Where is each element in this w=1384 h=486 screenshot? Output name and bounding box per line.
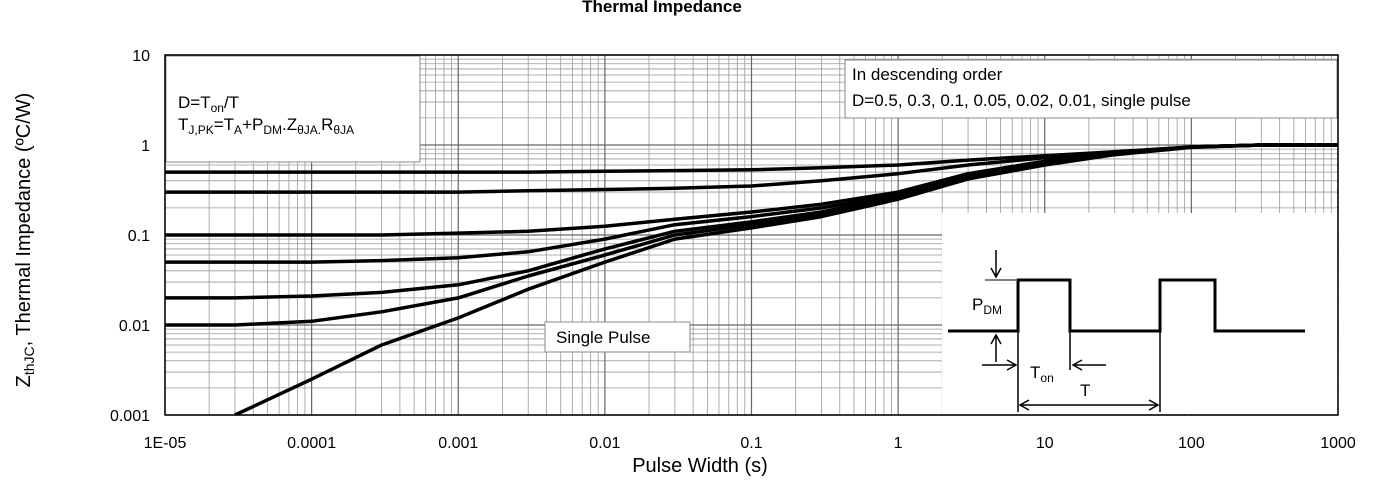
text-part: T [178, 115, 188, 134]
inset-box [942, 213, 1337, 414]
annotation: ZthJC, Thermal Impedance (ºC/W) [13, 93, 37, 388]
y-tick-label: 0.1 [128, 228, 150, 245]
arrow-head [1071, 359, 1083, 371]
annotation: T [1080, 381, 1090, 400]
x-tick-label: 1 [894, 435, 903, 452]
annotation: PDM [972, 295, 1002, 317]
arrow-head [1148, 399, 1160, 411]
subscript: θJA. [297, 123, 321, 137]
formula-box [165, 55, 421, 163]
subscript: A [234, 123, 242, 137]
text-part: D=T [178, 93, 211, 112]
annotation: Single Pulse [556, 328, 651, 347]
annotation: Ton [1030, 363, 1054, 385]
annotation: In descending order [852, 65, 1003, 84]
plot-frame [164, 54, 1339, 416]
single-pulse-box [544, 321, 691, 353]
x-tick-label: 1000 [1320, 435, 1356, 452]
x-axis-label: Pulse Width (s) [632, 455, 768, 477]
y-tick-label: 0.01 [119, 318, 150, 335]
subscript: J,PK [188, 123, 213, 137]
text-part: +P [242, 115, 263, 134]
x-tick-label: 0.01 [589, 435, 620, 452]
text-part: P [972, 295, 983, 314]
text-part: .Z [282, 115, 297, 134]
annotation: D=Ton/T [178, 93, 239, 115]
y-tick-label: 1 [141, 138, 150, 155]
arrow-head [1006, 359, 1018, 371]
pulse-diagram [948, 250, 1305, 412]
annotation: D=0.5, 0.3, 0.1, 0.05, 0.02, 0.01, singl… [852, 91, 1191, 110]
subscript: DM [983, 303, 1002, 317]
text-part: =T [214, 115, 234, 134]
x-tick-label: 0.001 [438, 435, 478, 452]
y-tick-label: 10 [132, 48, 150, 65]
arrow-head [1018, 399, 1030, 411]
chart-title: Thermal Impedance [582, 0, 742, 16]
lines [165, 143, 1338, 415]
text-part: Z [13, 375, 35, 387]
annotation: TJ,PK=TA+PDM.ZθJA.RθJA [178, 115, 354, 137]
y-tick-label: 0.001 [110, 408, 150, 425]
series-line [234, 143, 1338, 415]
subscript: on [211, 101, 224, 115]
text-part: R [321, 115, 333, 134]
x-tick-label: 0.1 [740, 435, 762, 452]
arrow-head [990, 333, 1002, 345]
x-tick-label: 10 [1036, 435, 1054, 452]
subscript: thJC [21, 346, 37, 375]
order-box [844, 59, 1338, 119]
subscript: DM [263, 123, 282, 137]
x-tick-label: 0.0001 [287, 435, 336, 452]
arrow-head [990, 267, 1002, 279]
text-part: /T [224, 93, 239, 112]
boxes [165, 55, 1338, 414]
x-tick-label: 1E-05 [144, 435, 187, 452]
text-part: , Thermal Impedance (ºC/W) [13, 93, 35, 347]
pulse-waveform [948, 278, 1305, 333]
x-tick-label: 100 [1178, 435, 1205, 452]
subscript: θJA [333, 123, 354, 137]
text-part: T [1030, 363, 1040, 382]
subscript: on [1040, 371, 1053, 385]
